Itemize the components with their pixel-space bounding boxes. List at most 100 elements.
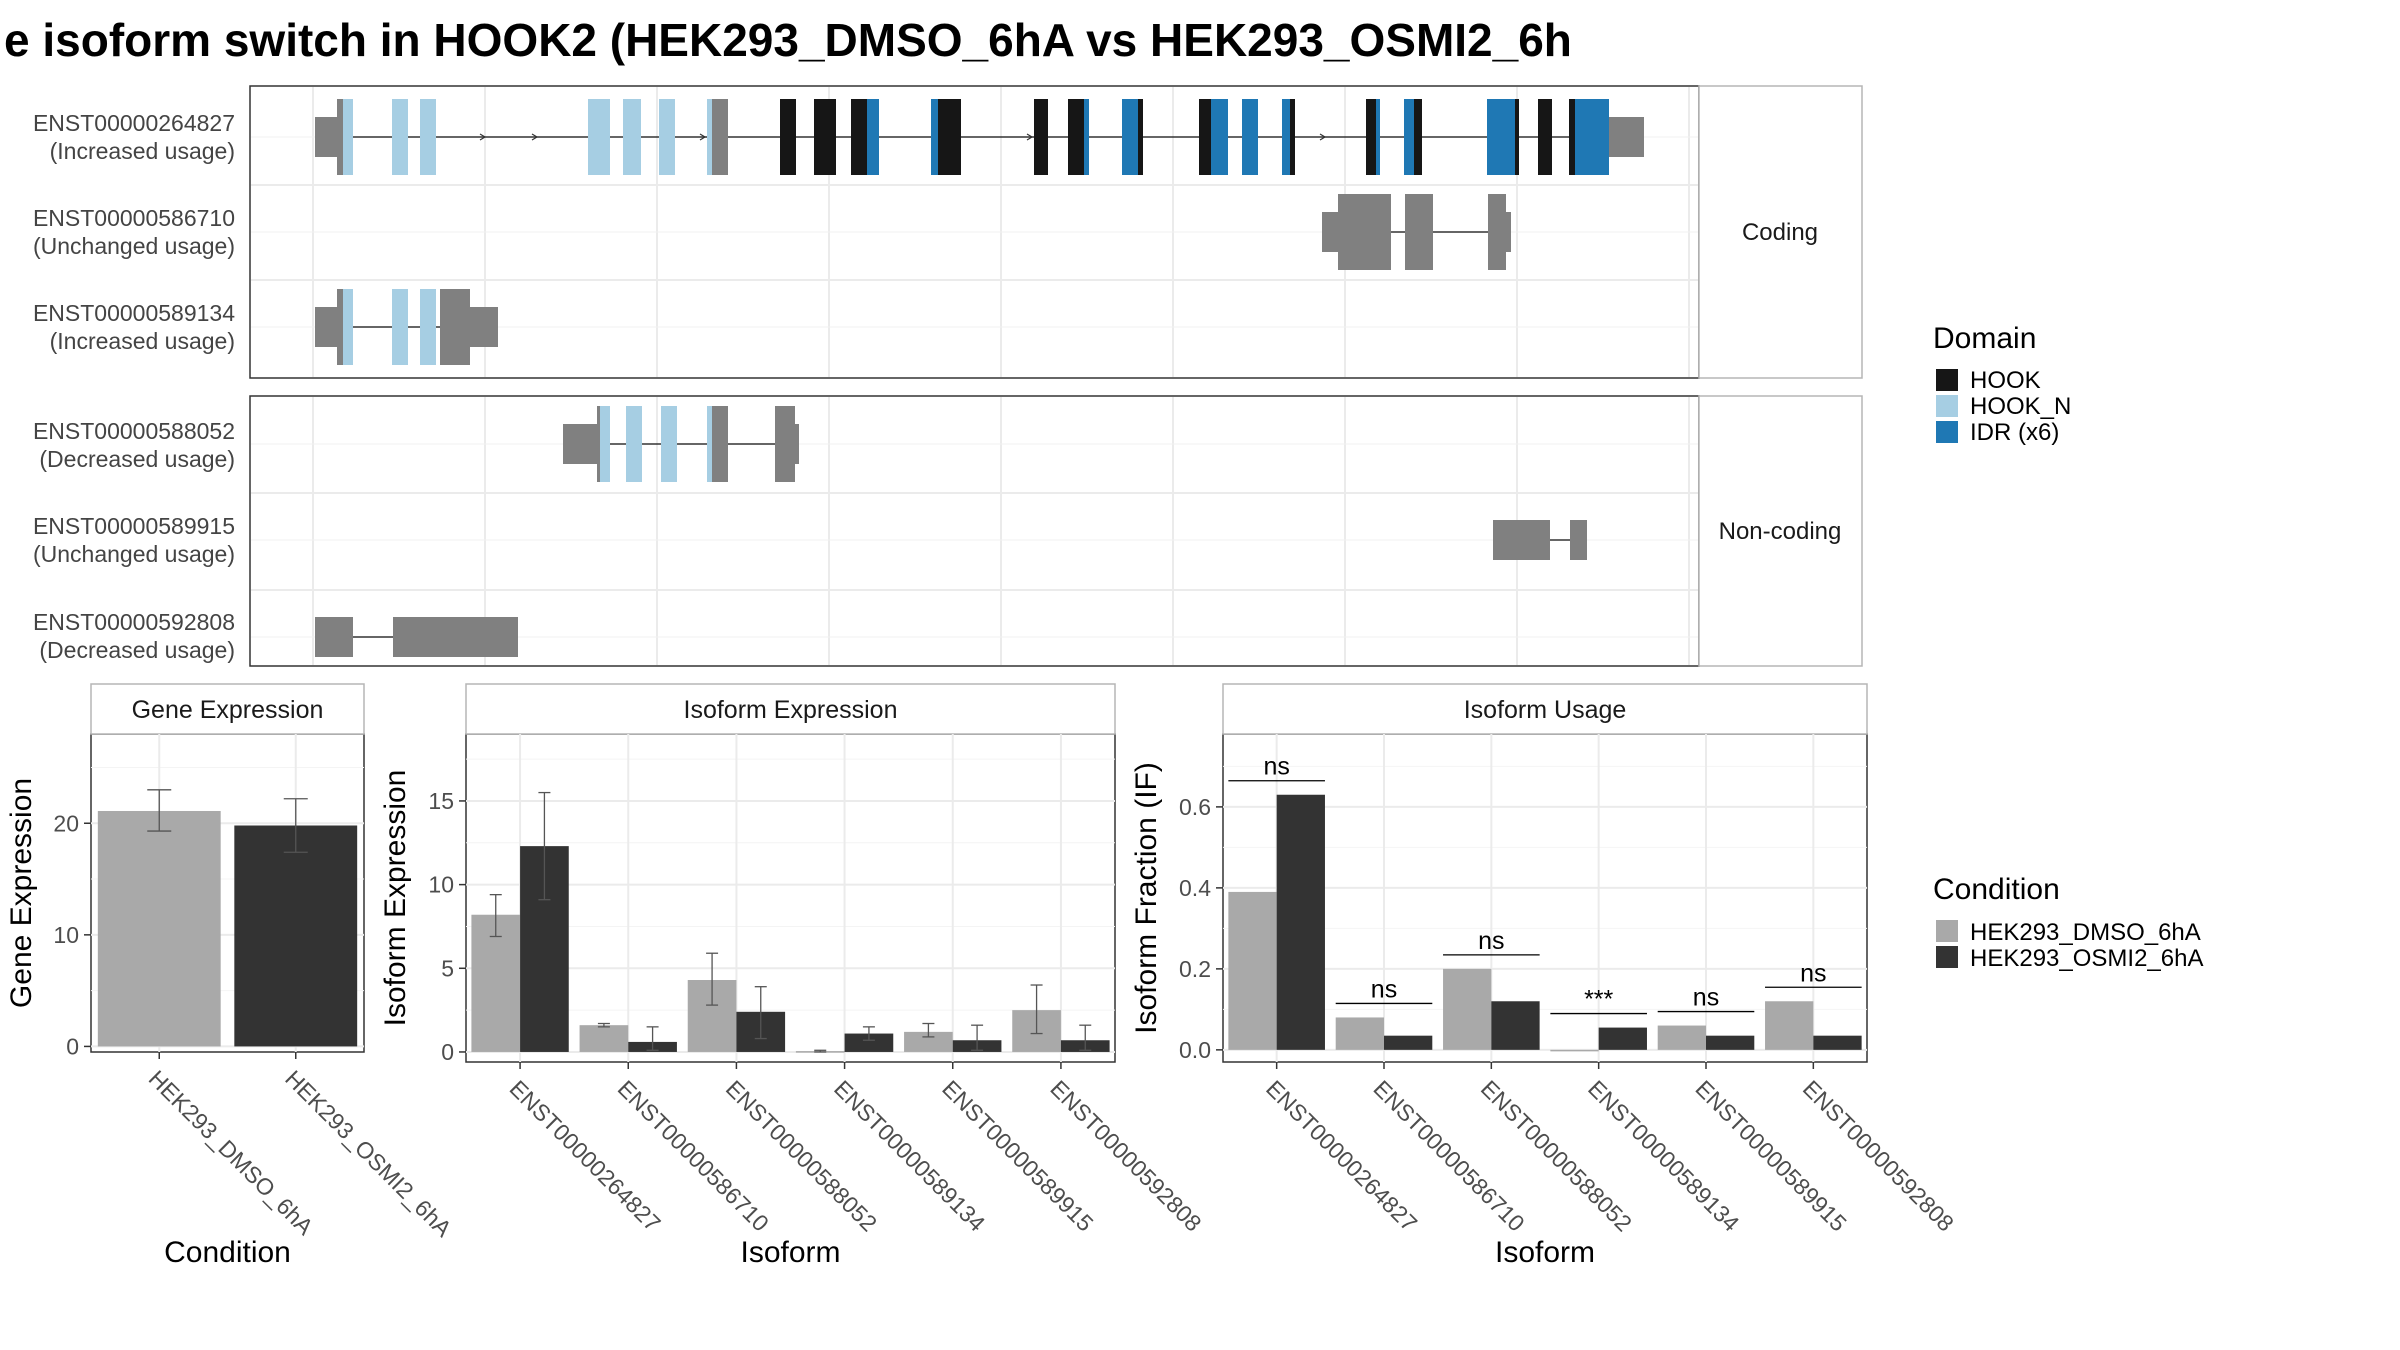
hook-exon [1068,99,1084,175]
transcript-label-usage: (Increased usage) [50,328,235,354]
domain-legend: Domain HOOK HOOK_N IDR (x6) [1933,322,2071,446]
transcript-label-usage: (Decreased usage) [39,637,235,663]
hook-exon [1538,99,1552,175]
hook-n-exon [707,406,712,482]
transcript-label-usage: (Unchanged usage) [33,233,235,259]
utr-exon [1506,212,1511,252]
isoform-expression-chart: Isoform Expression051015ENST00000264827E… [379,683,1207,1269]
x-axis-title: Isoform [1495,1236,1595,1269]
hook-n-exon [420,99,436,175]
coding-exon [712,406,728,482]
bar [1550,1049,1599,1052]
bar [97,810,221,1047]
idr-exon [1084,99,1089,175]
transcript-label-usage: (Increased usage) [50,138,235,164]
coding-exon [337,99,343,175]
legend-label-osmi: HEK293_OSMI2_6hA [1970,945,2203,972]
facet-strip [90,683,365,735]
hook-n-exon [588,99,610,175]
y-axis-title: Isoform Expression [379,770,412,1027]
coding-exon [775,406,795,482]
domain-legend-title: Domain [1933,322,2036,355]
legend-key-dmso [1936,920,1958,942]
legend-label-hook: HOOK [1970,367,2041,394]
hook-n-exon [659,99,675,175]
hook-n-exon [392,289,408,365]
legend-key-hook-n [1936,395,1958,417]
bar [904,1031,953,1052]
facet-strip-label: Gene Expression [132,696,324,724]
strand-arrow [479,133,487,141]
hook-exon [938,99,961,175]
hook-exon [1515,99,1519,175]
y-tick-label: 10 [53,922,79,948]
hook-exon [814,99,836,175]
hook-n-exon [392,99,408,175]
y-tick-label: 15 [428,788,454,814]
bar [844,1033,894,1052]
transcript-label-id: ENST00000264827 [33,110,235,136]
legend-key-idr [1936,421,1958,443]
bar [1813,1035,1862,1050]
idr-exon [867,99,879,175]
noncoding-strip [1698,395,1863,667]
isoform-usage-chart: Isoform Usage0.00.20.40.6nsENST000002648… [1130,683,1959,1269]
legend-label-idr: IDR (x6) [1970,419,2059,446]
idr-exon [1575,99,1609,175]
x-axis-title: Isoform [740,1236,840,1269]
y-tick-label: 0.2 [1179,956,1211,982]
significance-label: ns [1371,975,1397,1003]
hook-exon [851,99,867,175]
bar [1276,794,1325,1050]
coding-strip-label: Coding [1742,219,1818,246]
utr-exon [470,307,498,347]
hook-n-exon [343,99,353,175]
facet-strip-label: Isoform Usage [1464,696,1627,724]
utr-exon [563,424,597,464]
y-tick-label: 0.6 [1179,794,1211,820]
utr-exon [1493,520,1550,560]
significance-label: ns [1263,753,1289,781]
y-tick-label: 10 [428,872,454,898]
strand-arrow [531,133,539,141]
y-tick-label: 0.0 [1179,1037,1211,1063]
facet-strip-label: Isoform Expression [684,696,898,724]
idr-exon [931,99,938,175]
significance-label: *** [1584,986,1613,1014]
hook-n-exon [626,406,642,482]
coding-exon [1338,194,1391,270]
legend-label-hook-n: HOOK_N [1970,393,2071,420]
transcript-label-usage: (Unchanged usage) [33,541,235,567]
bar [234,825,358,1047]
hook-n-exon [600,406,610,482]
coding-exon [597,406,600,482]
bar [1384,1035,1433,1050]
legend-label-dmso: HEK293_DMSO_6hA [1970,919,2201,946]
transcript-label-id: ENST00000588052 [33,418,235,444]
bar [1443,968,1492,1050]
legend-key-hook [1936,369,1958,391]
idr-exon [1282,99,1290,175]
coding-exon [1405,194,1433,270]
y-axis-title: Gene Expression [5,778,38,1008]
hook-exon [1569,99,1575,175]
y-axis-title: Isoform Fraction (IF) [1130,762,1163,1034]
hook-exon [780,99,796,175]
idr-exon [1122,99,1138,175]
hook-n-exon [420,289,436,365]
utr-exon [1570,520,1587,560]
facet-strip [465,683,1116,735]
transcript-label-id: ENST00000589134 [33,300,235,326]
x-axis-title: Condition [164,1236,291,1269]
utr-exon [315,617,353,657]
facet-strip [1222,683,1868,735]
transcript-label-id: ENST00000592808 [33,609,235,635]
bar [1228,891,1277,1050]
hook-n-exon [623,99,641,175]
strand-arrow [699,133,707,141]
figure-title: e isoform switch in HOOK2 (HEK293_DMSO_6… [4,14,1572,66]
idr-exon [1404,99,1414,175]
hook-exon [1414,99,1422,175]
bar [1491,1001,1540,1050]
coding-exon [1488,194,1506,270]
